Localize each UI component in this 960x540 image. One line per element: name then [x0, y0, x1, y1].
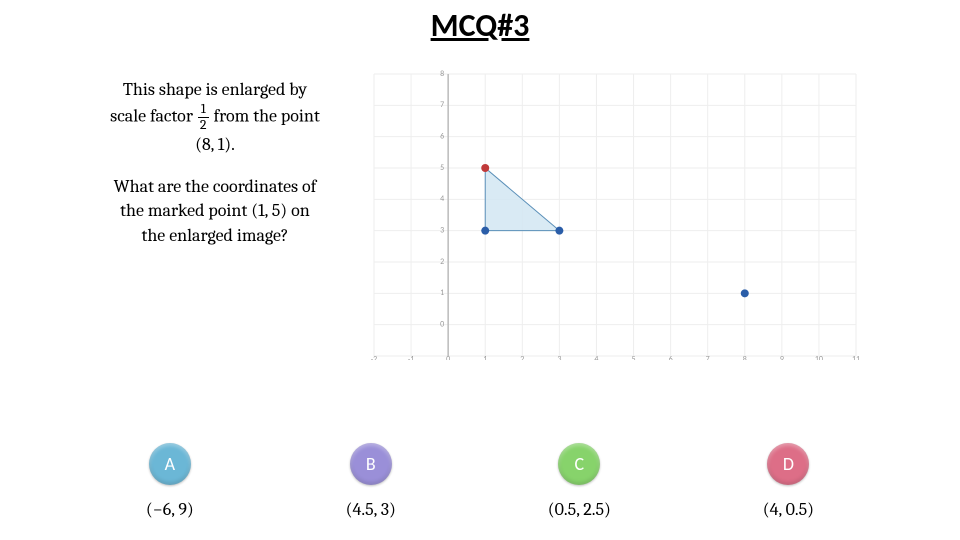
question-line2: What are the coordinates of	[114, 176, 317, 197]
svg-text:7: 7	[440, 100, 444, 110]
option-d-value: (4, 0.5)	[763, 499, 814, 520]
svg-text:6: 6	[669, 355, 673, 360]
svg-text:10: 10	[815, 355, 823, 360]
svg-text:1: 1	[483, 355, 487, 360]
svg-text:11: 11	[852, 355, 860, 360]
svg-text:2: 2	[520, 355, 524, 360]
coordinate-chart: -2 -1 0 1 2 3 4 5 6 7 8 9 10 11 0 1 2 3 4 5 6 7 8	[370, 70, 860, 360]
svg-text:-1: -1	[408, 355, 415, 360]
svg-text:-2: -2	[371, 355, 378, 360]
question-center-point: (8, 1).	[195, 134, 235, 155]
question-line3: the marked point (1, 5) on	[120, 200, 310, 221]
svg-text:0: 0	[440, 320, 444, 330]
option-b-badge: B	[350, 443, 392, 485]
option-c-value: (0.5, 2.5)	[548, 499, 611, 520]
svg-text:3: 3	[440, 226, 444, 236]
svg-text:7: 7	[706, 355, 710, 360]
svg-text:2: 2	[440, 257, 444, 267]
option-b[interactable]: B (4.5, 3)	[346, 443, 396, 520]
svg-text:4: 4	[440, 194, 444, 204]
svg-text:1: 1	[440, 288, 444, 298]
chart-svg: -2 -1 0 1 2 3 4 5 6 7 8 9 10 11 0 1 2 3 4 5 6 7 8	[370, 70, 860, 360]
option-b-value: (4.5, 3)	[346, 499, 396, 520]
svg-text:3: 3	[557, 355, 561, 360]
question-text: This shape is enlarged by scale factor 1…	[90, 78, 340, 266]
fraction: 12	[198, 102, 209, 132]
svg-text:0: 0	[446, 355, 450, 360]
question-line1b-after: from the point	[210, 106, 320, 127]
option-c-badge: C	[558, 443, 600, 485]
question-line1b-before: scale factor	[110, 106, 197, 127]
page-title: MCQ#3	[0, 6, 960, 45]
question-line1a: This shape is enlarged by	[123, 79, 307, 100]
option-d[interactable]: D (4, 0.5)	[763, 443, 814, 520]
question-line4: the enlarged image?	[141, 225, 288, 246]
svg-text:5: 5	[632, 355, 636, 360]
svg-text:4: 4	[594, 355, 598, 360]
option-c[interactable]: C (0.5, 2.5)	[548, 443, 611, 520]
option-a[interactable]: A (−6, 9)	[146, 443, 194, 520]
option-a-badge: A	[149, 443, 191, 485]
svg-text:6: 6	[440, 132, 444, 142]
answer-options: A (−6, 9) B (4.5, 3) C (0.5, 2.5) D (4, …	[0, 443, 960, 520]
svg-text:9: 9	[780, 355, 784, 360]
svg-text:8: 8	[743, 355, 747, 360]
option-d-badge: D	[767, 443, 809, 485]
fraction-den: 2	[198, 118, 209, 133]
option-a-value: (−6, 9)	[146, 499, 194, 520]
svg-text:5: 5	[440, 163, 444, 173]
svg-text:8: 8	[440, 70, 444, 79]
